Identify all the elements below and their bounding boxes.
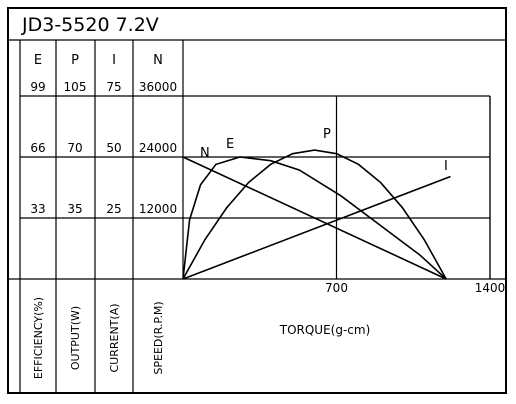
axis-symbol: N bbox=[153, 53, 163, 68]
chart-title: JD3-5520 7.2V bbox=[21, 14, 159, 36]
y-tick-label: 12000 bbox=[139, 202, 177, 216]
x-tick-label: 700 bbox=[325, 281, 348, 295]
y-tick-label: 35 bbox=[67, 202, 82, 216]
axis-label: CURRENT(A) bbox=[108, 303, 121, 372]
axis-label: OUTPUT(W) bbox=[69, 306, 82, 370]
axis-symbol: I bbox=[112, 53, 116, 68]
outer-frame bbox=[7, 7, 507, 394]
curve bbox=[182, 156, 447, 280]
y-tick-label: 36000 bbox=[139, 80, 177, 94]
y-tick-label: 25 bbox=[106, 202, 121, 216]
y-tick-label: 70 bbox=[67, 141, 82, 155]
y-tick-label: 75 bbox=[106, 80, 121, 94]
axis-label: EFFICIENCY(%) bbox=[32, 297, 45, 379]
y-tick-label: 66 bbox=[30, 141, 45, 155]
y-tick-label: 33 bbox=[30, 202, 45, 216]
x-tick-label: 1400 bbox=[475, 281, 506, 295]
y-tick-label: 105 bbox=[64, 80, 87, 94]
y-tick-label: 24000 bbox=[139, 141, 177, 155]
x-axis-label: TORQUE(g-cm) bbox=[279, 323, 371, 337]
curve-label: E bbox=[226, 137, 234, 152]
y-tick-label: 99 bbox=[30, 80, 45, 94]
curve-label: P bbox=[323, 127, 331, 142]
curve-label: N bbox=[200, 146, 210, 161]
curve bbox=[182, 175, 451, 280]
curve bbox=[182, 156, 447, 280]
axis-symbol: P bbox=[71, 53, 79, 68]
y-tick-label: 50 bbox=[106, 141, 121, 155]
curve-label: I bbox=[444, 159, 448, 174]
curve bbox=[182, 149, 447, 280]
axis-symbol: E bbox=[34, 53, 42, 68]
axis-label: SPEED(R.P.M) bbox=[152, 301, 165, 374]
